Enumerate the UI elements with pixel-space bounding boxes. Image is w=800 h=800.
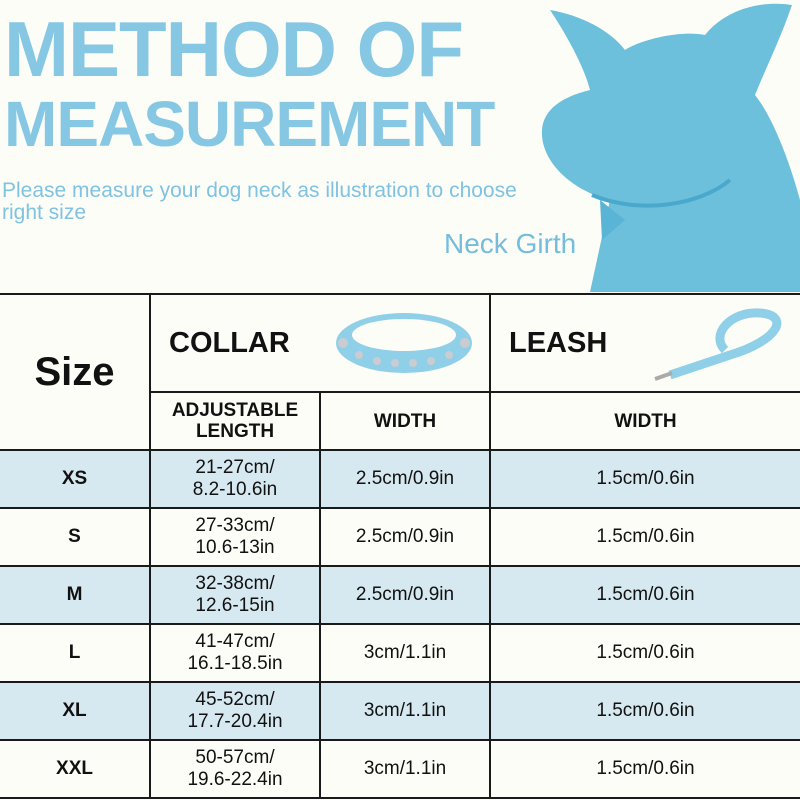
collar-width-cell: 2.5cm/0.9in (319, 507, 491, 567)
size-header: Size (0, 293, 151, 451)
length-in: 10.6-13in (195, 537, 275, 558)
size-cell: S (0, 507, 151, 567)
title-line-2: MEASUREMENT (4, 88, 495, 160)
instruction-text: Please measure your dog neck as illustra… (2, 179, 517, 224)
length-cm: 50-57cm/ (195, 747, 275, 768)
adjustable-length-header: ADJUSTABLE LENGTH (150, 391, 321, 451)
table-row: S 27-33cm/10.6-13in 2.5cm/0.9in 1.5cm/0.… (0, 507, 800, 567)
length-cm: 21-27cm/ (195, 457, 275, 478)
length-cm: 45-52cm/ (195, 689, 275, 710)
collar-width-cell: 3cm/1.1in (319, 739, 491, 799)
length-cell: 41-47cm/16.1-18.5in (149, 623, 321, 683)
leash-icon (654, 308, 782, 381)
length-cell: 21-27cm/8.2-10.6in (149, 449, 321, 509)
length-in: 8.2-10.6in (192, 479, 278, 500)
length-in: 19.6-22.4in (187, 769, 283, 790)
length-cell: 32-38cm/12.6-15in (149, 565, 321, 625)
leash-label: LEASH (509, 326, 608, 359)
table-row: M 32-38cm/12.6-15in 2.5cm/0.9in 1.5cm/0.… (0, 565, 800, 625)
collar-width-header: WIDTH (319, 391, 491, 451)
collar-width-cell: 3cm/1.1in (319, 681, 491, 741)
size-cell: L (0, 623, 151, 683)
length-in: 16.1-18.5in (187, 653, 283, 674)
collar-width-cell: 2.5cm/0.9in (319, 449, 491, 509)
collar-width-cell: 2.5cm/0.9in (319, 565, 491, 625)
collar-header: COLLAR (149, 293, 491, 393)
leash-width-header: WIDTH (489, 391, 800, 451)
neck-girth-label: Neck Girth (444, 228, 577, 259)
collar-label: COLLAR (169, 326, 290, 359)
length-cell: 45-52cm/17.7-20.4in (149, 681, 321, 741)
length-cm: 32-38cm/ (195, 573, 275, 594)
table-row: L 41-47cm/16.1-18.5in 3cm/1.1in 1.5cm/0.… (0, 623, 800, 683)
size-cell: M (0, 565, 151, 625)
length-in: 12.6-15in (195, 595, 275, 616)
leash-width-cell: 1.5cm/0.6in (489, 507, 800, 567)
leash-header: LEASH (489, 293, 800, 393)
dog-silhouette-icon (541, 3, 800, 292)
length-cm: 27-33cm/ (195, 515, 275, 536)
collar-width-cell: 3cm/1.1in (319, 623, 491, 683)
length-cm: 41-47cm/ (195, 631, 275, 652)
size-cell: XL (0, 681, 151, 741)
size-chart-table: Size COLLAR LEASH ADJUSTABLE LENGTH WIDT… (0, 293, 800, 799)
length-in: 17.7-20.4in (187, 711, 283, 732)
leash-width-cell: 1.5cm/0.6in (489, 449, 800, 509)
title-line-1: METHOD OF (4, 5, 464, 93)
table-row: XS 21-27cm/8.2-10.6in 2.5cm/0.9in 1.5cm/… (0, 449, 800, 509)
leash-width-cell: 1.5cm/0.6in (489, 623, 800, 683)
spiked-collar-icon (336, 313, 472, 373)
table-row: XL 45-52cm/17.7-20.4in 3cm/1.1in 1.5cm/0… (0, 681, 800, 741)
leash-width-cell: 1.5cm/0.6in (489, 739, 800, 799)
leash-width-cell: 1.5cm/0.6in (489, 681, 800, 741)
length-cell: 50-57cm/19.6-22.4in (149, 739, 321, 799)
size-cell: XXL (0, 739, 151, 799)
length-cell: 27-33cm/10.6-13in (149, 507, 321, 567)
size-cell: XS (0, 449, 151, 509)
table-row: XXL 50-57cm/19.6-22.4in 3cm/1.1in 1.5cm/… (0, 739, 800, 799)
leash-width-cell: 1.5cm/0.6in (489, 565, 800, 625)
